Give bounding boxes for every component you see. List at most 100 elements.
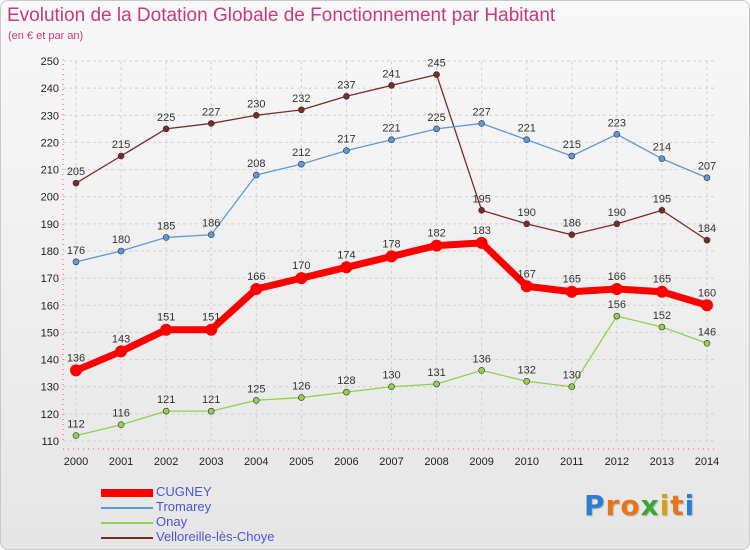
data-label-tromarey: 186 xyxy=(202,218,220,230)
data-point-cugney xyxy=(205,323,218,336)
data-point-velloreille-l-s-choye xyxy=(478,206,485,214)
data-point-onay xyxy=(72,432,80,439)
data-point-onay xyxy=(252,396,260,404)
y-tick-label: 140 xyxy=(41,355,59,367)
chart-title: Evolution de la Dotation Globale de Fonc… xyxy=(7,5,556,26)
legend-label: Onay xyxy=(156,514,188,529)
logo-letter: i xyxy=(684,489,696,522)
x-tick-label: 2008 xyxy=(424,456,448,468)
data-label-cugney: 183 xyxy=(472,225,490,237)
data-label-tromarey: 212 xyxy=(292,147,310,159)
data-point-tromarey xyxy=(388,136,395,144)
data-point-tromarey xyxy=(162,234,170,241)
data-point-onay xyxy=(207,407,215,415)
data-label-cugney: 182 xyxy=(427,228,445,240)
chart-subtitle: (en € et par an) xyxy=(8,30,84,42)
data-point-cugney xyxy=(160,323,173,336)
data-point-onay xyxy=(117,421,125,429)
data-label-velloreille-l-s-choye: 215 xyxy=(112,139,130,151)
data-label-cugney: 165 xyxy=(563,274,581,286)
logo-letter: x xyxy=(640,489,660,522)
data-label-cugney: 166 xyxy=(247,271,265,283)
y-tick-label: 230 xyxy=(41,110,59,122)
x-tick-label: 2007 xyxy=(379,456,403,468)
y-tick-label: 170 xyxy=(41,273,59,285)
data-label-onay: 146 xyxy=(698,326,716,338)
logo-letter: o xyxy=(620,489,641,522)
data-label-onay: 112 xyxy=(67,419,85,431)
logo-letter: P xyxy=(584,489,606,522)
legend-swatch xyxy=(101,507,153,509)
data-point-onay xyxy=(433,380,440,388)
data-point-tromarey xyxy=(703,174,711,182)
data-point-tromarey xyxy=(252,171,260,179)
data-point-onay xyxy=(388,383,395,391)
data-point-velloreille-l-s-choye xyxy=(568,231,576,239)
data-point-onay xyxy=(162,407,170,415)
x-tick-label: 2004 xyxy=(244,456,268,468)
data-point-tromarey xyxy=(523,136,531,144)
y-tick-label: 120 xyxy=(41,409,59,421)
data-label-tromarey: 217 xyxy=(337,134,355,146)
data-point-cugney xyxy=(610,283,623,295)
data-label-tromarey: 221 xyxy=(518,123,536,135)
data-label-cugney: 167 xyxy=(518,268,536,280)
legend-swatch xyxy=(101,522,153,524)
data-point-velloreille-l-s-choye xyxy=(72,179,80,187)
data-label-tromarey: 176 xyxy=(67,245,85,257)
data-point-cugney xyxy=(655,285,668,298)
data-label-onay: 126 xyxy=(292,381,310,393)
x-tick-label: 2013 xyxy=(650,456,674,468)
data-point-onay xyxy=(613,312,621,320)
data-point-velloreille-l-s-choye xyxy=(523,220,531,228)
data-label-velloreille-l-s-choye: 205 xyxy=(67,166,85,178)
x-tick-label: 2003 xyxy=(199,456,223,468)
data-point-tromarey xyxy=(478,120,485,127)
data-point-tromarey xyxy=(72,258,80,266)
data-point-velloreille-l-s-choye xyxy=(343,92,350,100)
data-label-velloreille-l-s-choye: 225 xyxy=(157,112,175,124)
proxiti-logo: Proxiti xyxy=(584,489,695,522)
y-tick-label: 240 xyxy=(41,83,59,95)
data-label-cugney: 136 xyxy=(67,352,85,364)
legend-swatch xyxy=(101,489,153,497)
data-point-cugney xyxy=(565,285,578,298)
x-tick-label: 2012 xyxy=(605,456,629,468)
data-label-velloreille-l-s-choye: 237 xyxy=(337,79,355,91)
data-point-velloreille-l-s-choye xyxy=(388,82,395,89)
data-label-cugney: 143 xyxy=(112,333,130,345)
data-point-cugney xyxy=(385,250,398,263)
data-point-onay xyxy=(298,394,305,401)
data-point-velloreille-l-s-choye xyxy=(298,106,305,114)
x-tick-label: 2006 xyxy=(334,456,358,468)
data-point-cugney xyxy=(475,236,488,249)
data-point-velloreille-l-s-choye xyxy=(117,152,125,160)
x-tick-label: 2001 xyxy=(109,456,133,468)
y-tick-label: 130 xyxy=(41,382,59,394)
data-label-cugney: 151 xyxy=(157,312,175,324)
x-tick-label: 2009 xyxy=(469,456,493,468)
data-point-cugney xyxy=(250,283,263,295)
data-label-velloreille-l-s-choye: 184 xyxy=(698,223,716,235)
y-tick-label: 250 xyxy=(41,56,59,68)
data-label-tromarey: 208 xyxy=(247,158,265,170)
data-point-onay xyxy=(658,323,666,331)
data-point-cugney xyxy=(340,261,353,274)
y-tick-label: 220 xyxy=(41,137,59,149)
data-point-velloreille-l-s-choye xyxy=(703,236,711,244)
data-label-cugney: 178 xyxy=(382,238,400,250)
data-label-onay: 152 xyxy=(653,310,671,322)
data-label-onay: 156 xyxy=(608,299,626,311)
data-label-velloreille-l-s-choye: 230 xyxy=(247,98,265,110)
data-label-onay: 132 xyxy=(518,364,536,376)
x-tick-label: 2011 xyxy=(560,456,584,468)
logo-letter: t xyxy=(670,489,685,522)
data-label-tromarey: 225 xyxy=(427,112,445,124)
data-label-velloreille-l-s-choye: 190 xyxy=(518,207,536,219)
data-point-cugney xyxy=(295,272,308,285)
data-point-tromarey xyxy=(613,130,621,138)
data-point-cugney xyxy=(115,345,128,358)
data-label-onay: 130 xyxy=(382,370,400,382)
x-tick-label: 2000 xyxy=(64,456,88,468)
